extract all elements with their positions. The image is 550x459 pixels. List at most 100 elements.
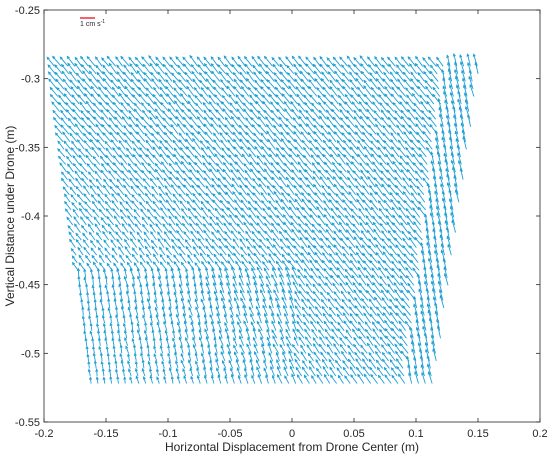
vector-arrow xyxy=(151,329,155,339)
vector-arrow xyxy=(278,56,287,67)
vector-arrow xyxy=(318,101,326,112)
vector-arrow xyxy=(341,298,349,309)
vector-arrow xyxy=(450,159,456,173)
vector-arrow xyxy=(174,351,178,361)
vector-arrow xyxy=(169,176,178,188)
vector-arrow xyxy=(213,336,217,346)
vector-arrow xyxy=(355,184,363,195)
vector-arrow xyxy=(251,124,261,135)
vector-arrow xyxy=(298,336,306,347)
vector-arrow xyxy=(372,281,382,294)
vector-arrow xyxy=(242,102,251,112)
vector-arrow xyxy=(54,64,63,75)
vector-arrow xyxy=(335,78,344,90)
vector-arrow xyxy=(198,329,203,339)
vector-arrow xyxy=(103,178,110,188)
vector-arrow xyxy=(160,101,170,112)
vector-arrow xyxy=(62,186,70,195)
vector-arrow xyxy=(168,215,176,226)
vector-arrow xyxy=(200,86,209,97)
vector-arrow xyxy=(260,336,265,346)
vector-arrow xyxy=(80,55,89,67)
vector-arrow xyxy=(266,79,276,90)
vector-arrow xyxy=(69,132,78,143)
vector-arrow xyxy=(182,368,187,377)
vector-arrow xyxy=(158,145,168,158)
vector-arrow xyxy=(239,335,245,346)
vector-arrow xyxy=(162,169,171,180)
vector-arrow xyxy=(324,328,332,339)
vector-arrow xyxy=(216,222,225,233)
vector-arrow xyxy=(427,56,437,67)
vector-arrow xyxy=(147,216,155,226)
vector-arrow xyxy=(295,259,304,271)
vector-arrow xyxy=(218,70,228,82)
vector-arrow xyxy=(180,93,189,105)
vector-arrow xyxy=(339,170,348,180)
vector-arrow xyxy=(126,147,134,158)
vector-arrow xyxy=(330,153,339,165)
vector-arrow xyxy=(112,155,121,165)
vector-arrow xyxy=(179,290,185,301)
vector-arrow xyxy=(314,306,323,316)
vector-arrow xyxy=(452,52,458,67)
vector-arrow xyxy=(107,307,111,316)
vector-arrow xyxy=(49,86,59,97)
vector-arrow xyxy=(258,328,264,339)
vector-arrow xyxy=(223,55,233,67)
vector-arrow xyxy=(135,123,145,135)
vector-arrow xyxy=(90,247,98,256)
vector-arrow xyxy=(403,199,413,211)
vector-arrow xyxy=(429,64,438,75)
vector-arrow xyxy=(369,313,378,324)
vector-arrow xyxy=(163,131,173,143)
vector-arrow xyxy=(231,63,240,75)
vector-arrow xyxy=(369,199,379,211)
vector-arrow xyxy=(347,124,356,135)
vector-arrow xyxy=(433,243,439,256)
vector-arrow xyxy=(284,312,290,324)
vector-arrow xyxy=(390,139,399,150)
vector-arrow xyxy=(219,199,229,211)
vector-arrow xyxy=(253,71,262,82)
vector-arrow xyxy=(111,193,119,203)
vector-arrow xyxy=(457,98,463,112)
vector-arrow xyxy=(250,313,256,324)
vector-arrow xyxy=(365,274,374,286)
vector-arrow xyxy=(400,282,409,294)
vector-arrow xyxy=(196,115,205,127)
vector-arrow xyxy=(251,55,260,67)
vector-arrow xyxy=(126,102,135,112)
vector-arrow xyxy=(133,215,142,226)
vector-arrow xyxy=(396,132,405,143)
vector-arrow xyxy=(215,109,225,120)
vector-arrow xyxy=(214,343,218,354)
vector-arrow xyxy=(307,71,316,82)
vector-arrow xyxy=(385,208,393,218)
vector-arrow xyxy=(120,170,130,180)
vector-arrow xyxy=(382,132,391,143)
vector-arrow xyxy=(82,232,89,241)
vector-arrow xyxy=(302,313,310,324)
vector-arrow xyxy=(205,282,211,294)
vector-arrow xyxy=(315,259,324,271)
vector-arrow xyxy=(369,306,377,316)
vector-arrow xyxy=(340,185,350,196)
vector-arrow xyxy=(86,262,93,271)
vector-arrow xyxy=(355,366,364,377)
vector-arrow xyxy=(410,78,419,90)
vector-arrow xyxy=(165,246,173,256)
vector-arrow xyxy=(339,343,348,354)
vector-arrow xyxy=(398,320,406,331)
vector-arrow xyxy=(142,375,147,384)
vector-arrow xyxy=(199,252,208,263)
vector-arrow xyxy=(381,238,390,248)
vector-arrow xyxy=(129,376,133,384)
vector-arrow xyxy=(124,193,132,203)
vector-arrow xyxy=(180,359,186,369)
vector-arrow xyxy=(303,274,312,286)
vector-arrow xyxy=(225,131,234,143)
vector-arrow xyxy=(108,117,117,128)
vector-arrow xyxy=(67,62,77,75)
vector-arrow xyxy=(203,62,213,75)
